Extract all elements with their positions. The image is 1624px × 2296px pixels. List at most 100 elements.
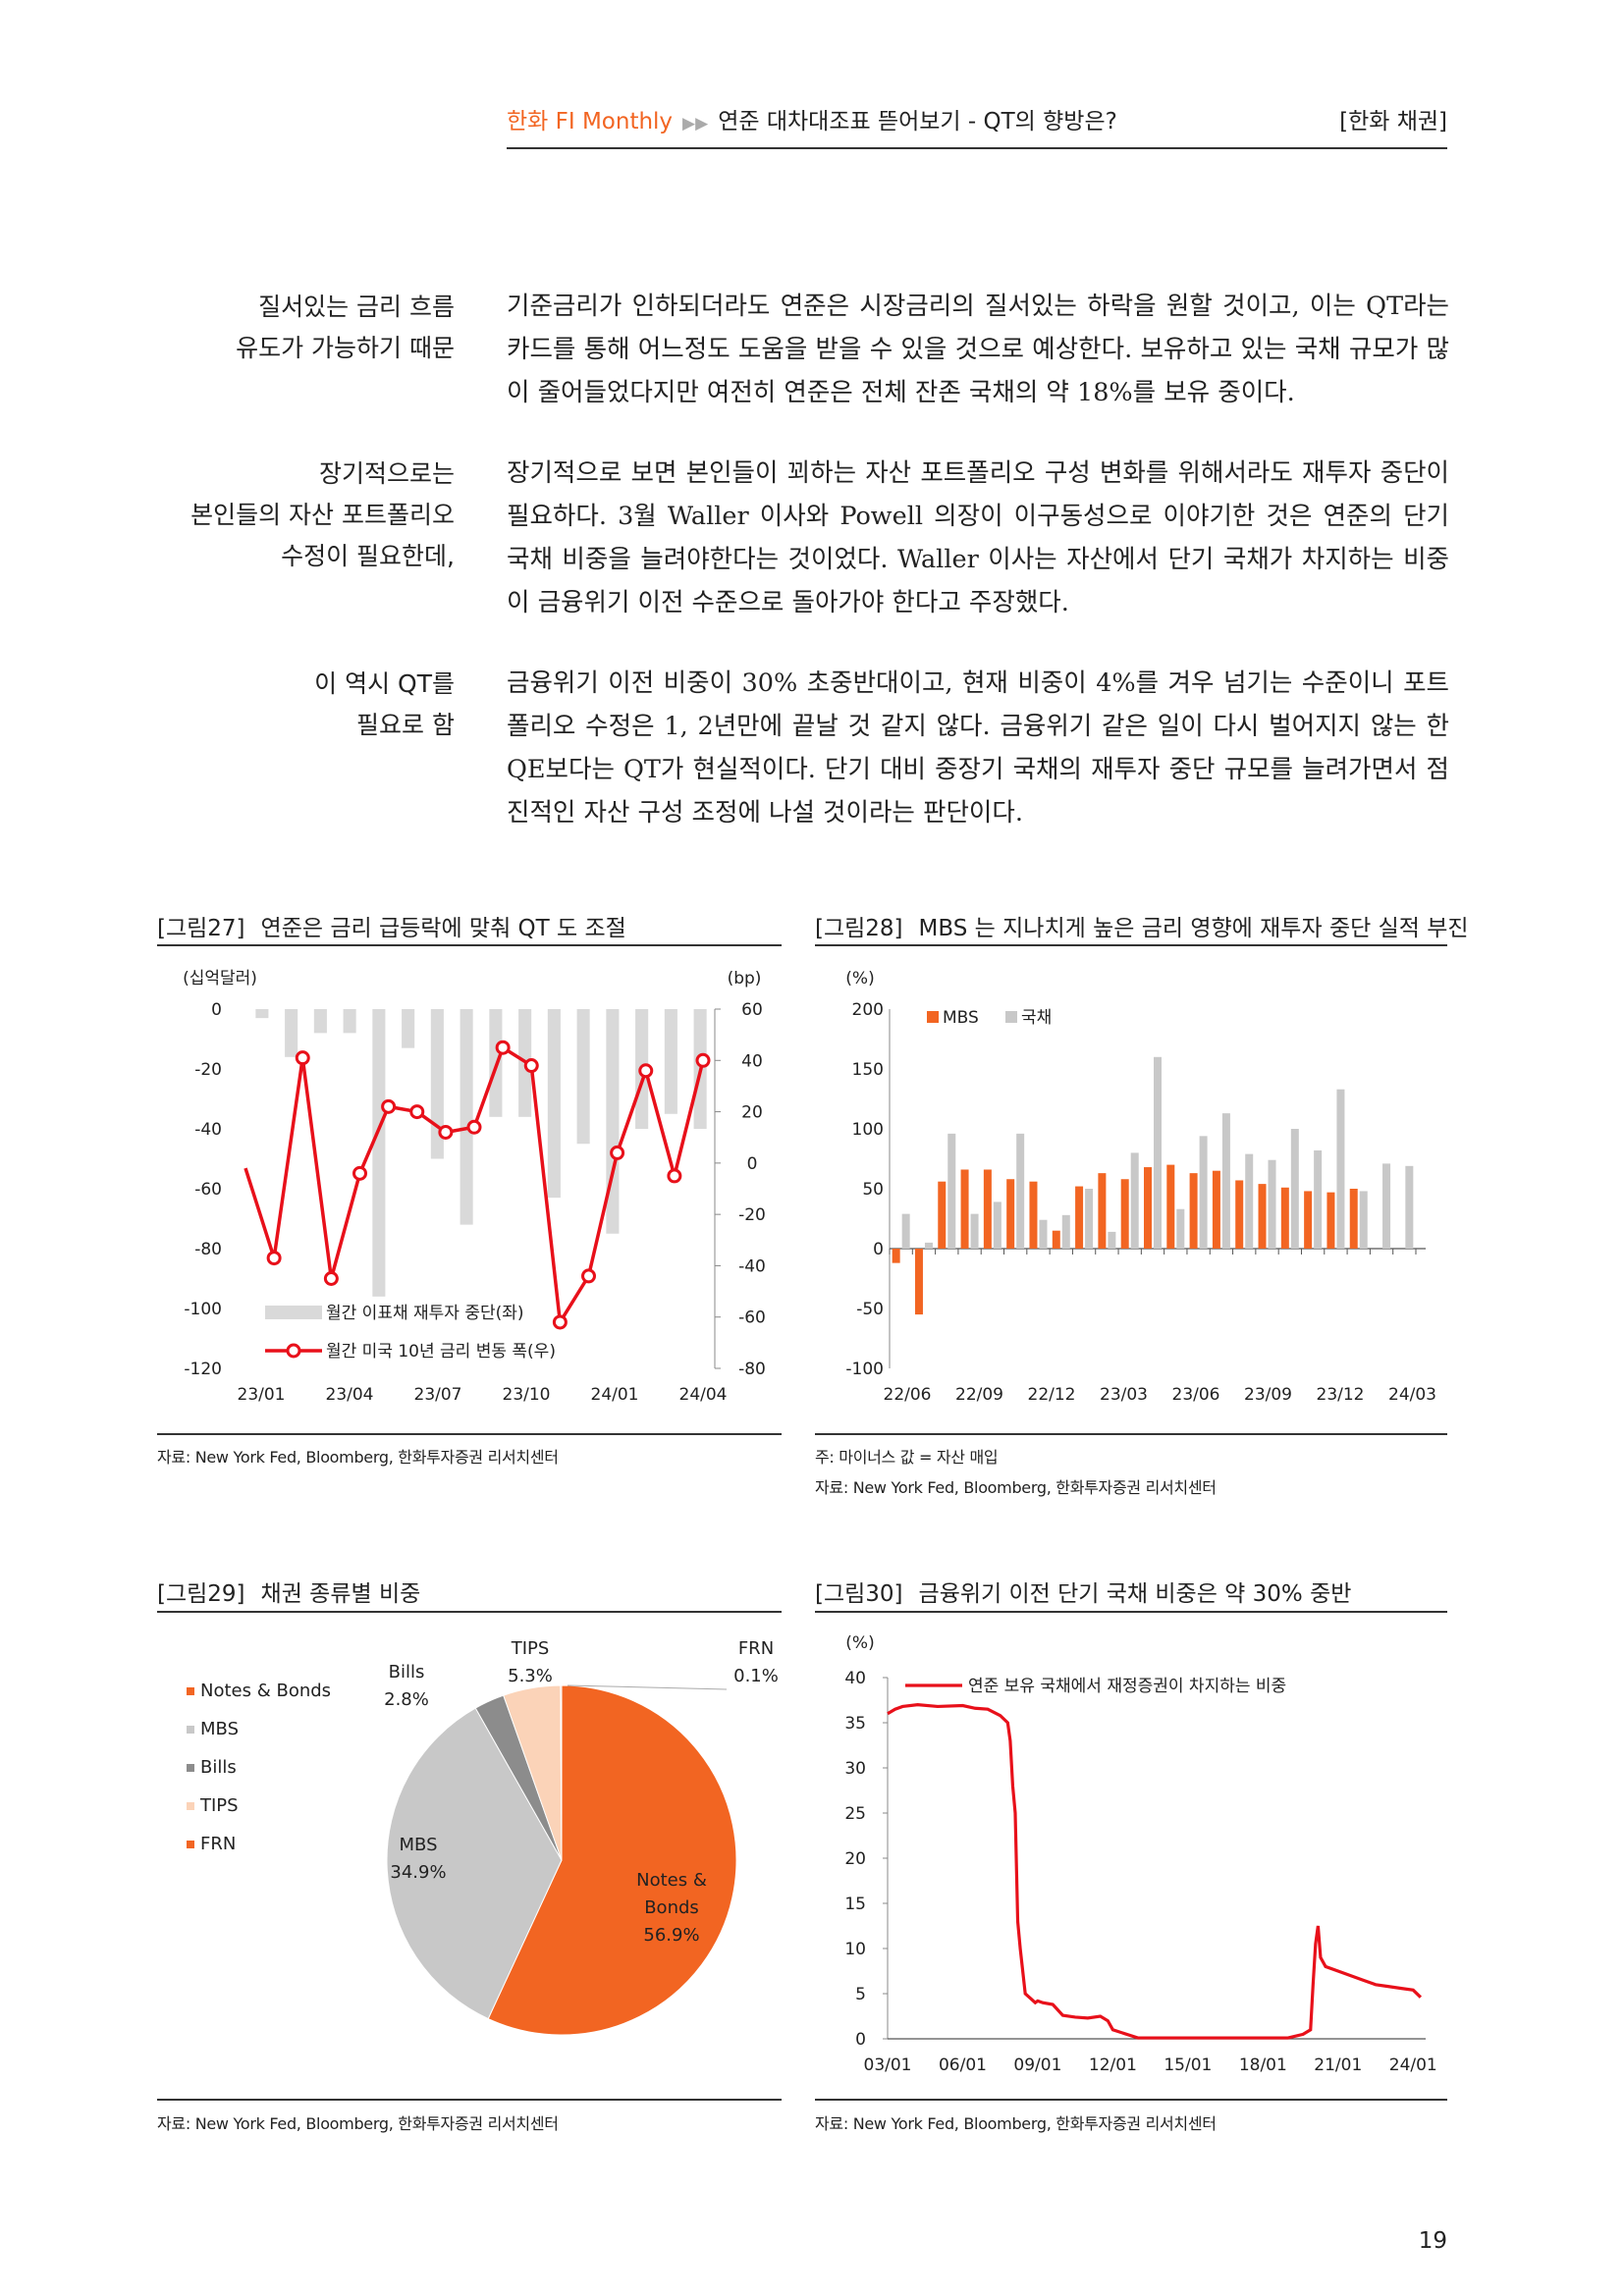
y-tick-label: 30 bbox=[844, 1759, 866, 1779]
y-tick-label-left: -20 bbox=[194, 1060, 222, 1080]
y-tick-label-right: 20 bbox=[741, 1103, 763, 1123]
x-tick-label: 03/01 bbox=[864, 2056, 912, 2075]
bar-mbs bbox=[1166, 1164, 1175, 1249]
y-axis-unit: (%) bbox=[845, 1633, 874, 1653]
pie-slice-label: 5.3% bbox=[508, 1666, 553, 1686]
legend-label: 연준 보유 국채에서 재정증권이 차지하는 비중 bbox=[968, 1677, 1286, 1696]
frn-leader-line bbox=[567, 1684, 728, 1690]
x-tick-label: 24/01 bbox=[591, 1385, 639, 1405]
bar-mbs bbox=[1235, 1180, 1244, 1249]
bar-mbs bbox=[892, 1249, 900, 1263]
y-tick-label-right: 40 bbox=[741, 1051, 763, 1071]
x-tick-label: 23/12 bbox=[1317, 1385, 1365, 1405]
y-tick-label: 100 bbox=[852, 1120, 884, 1140]
figure-27-source: 자료: New York Fed, Bloomberg, 한화투자증권 리서치센… bbox=[157, 1448, 559, 1467]
bar-reinvestment-halt bbox=[372, 1009, 386, 1297]
bar-mbs bbox=[1258, 1184, 1267, 1249]
bar-mbs bbox=[1006, 1179, 1015, 1249]
pie-slice-label: Notes & bbox=[636, 1870, 707, 1891]
line-bills-share bbox=[887, 1702, 1423, 2040]
line-point bbox=[352, 1165, 367, 1181]
bar-reinvestment-halt bbox=[460, 1009, 473, 1225]
figure-number: [그림29] bbox=[157, 1581, 245, 1607]
y-tick-label: 25 bbox=[844, 1804, 866, 1824]
bar-treasury bbox=[1382, 1163, 1391, 1249]
x-tick-label: 24/01 bbox=[1389, 2056, 1437, 2075]
pie-slice bbox=[386, 1707, 563, 2020]
pie-slice-label: 56.9% bbox=[643, 1925, 699, 1946]
x-tick-label: 23/10 bbox=[503, 1385, 551, 1405]
figure-28-source: 자료: New York Fed, Bloomberg, 한화투자증권 리서치센… bbox=[815, 1478, 1217, 1497]
figure-28-bottom-rule bbox=[815, 1433, 1447, 1435]
x-tick-label: 23/04 bbox=[326, 1385, 374, 1405]
figure-caption: 금융위기 이전 단기 국채 비중은 약 30% 중반 bbox=[918, 1581, 1352, 1607]
figure-27-top-rule bbox=[157, 944, 782, 946]
x-tick-label: 23/07 bbox=[414, 1385, 462, 1405]
bar-reinvestment-halt bbox=[255, 1009, 269, 1019]
pie-slice bbox=[560, 1684, 563, 1861]
legend-swatch-mbs bbox=[927, 1011, 939, 1023]
x-tick-label: 15/01 bbox=[1164, 2056, 1212, 2075]
legend-label: FRN bbox=[200, 1834, 236, 1854]
figure-28-note: 주: 마이너스 값 = 자산 매입 bbox=[815, 1448, 999, 1467]
legend-swatch-marker bbox=[286, 1343, 301, 1359]
bar-mbs bbox=[1349, 1189, 1358, 1249]
x-tick-label: 24/04 bbox=[679, 1385, 728, 1405]
bar-mbs bbox=[1052, 1230, 1060, 1249]
bar-treasury bbox=[1061, 1214, 1070, 1249]
figure-number: [그림30] bbox=[815, 1581, 903, 1607]
line-point bbox=[295, 1050, 310, 1066]
line-point bbox=[638, 1063, 654, 1079]
legend-swatch-treasury bbox=[1005, 1011, 1017, 1023]
y-tick-label-right: 0 bbox=[747, 1154, 758, 1174]
bar-reinvestment-halt bbox=[313, 1009, 327, 1034]
legend-label: TIPS bbox=[199, 1795, 239, 1816]
bar-treasury bbox=[1290, 1129, 1299, 1249]
bar-mbs bbox=[1326, 1192, 1335, 1249]
figure-30-top-rule bbox=[815, 1611, 1447, 1613]
pie-slice-label: 2.8% bbox=[384, 1689, 429, 1710]
line-10y-rate-change bbox=[244, 1044, 705, 1328]
legend-swatch bbox=[187, 1841, 194, 1848]
bar-treasury bbox=[993, 1201, 1001, 1249]
pie-slice-label: TIPS bbox=[511, 1638, 550, 1659]
y-tick-label: 150 bbox=[852, 1060, 884, 1080]
y-tick-label-right: -20 bbox=[738, 1205, 766, 1225]
bar-treasury bbox=[1336, 1089, 1345, 1249]
y-tick-label-left: -40 bbox=[194, 1120, 222, 1140]
side-heading-2: 장기적으로는 본인들의 자산 포트폴리오 수정이 필요한데, bbox=[147, 454, 455, 577]
header-rule bbox=[507, 147, 1447, 149]
y-tick-label: -100 bbox=[845, 1360, 884, 1379]
y-tick-label-right: -60 bbox=[738, 1308, 766, 1328]
legend-swatch bbox=[187, 1687, 194, 1695]
bar-reinvestment-halt bbox=[285, 1009, 298, 1057]
y-tick-label: 5 bbox=[855, 1985, 866, 2004]
y-tick-label-left: -100 bbox=[184, 1300, 222, 1319]
y-tick-label-left: -60 bbox=[194, 1180, 222, 1200]
bar-treasury bbox=[1154, 1056, 1162, 1249]
bar-treasury bbox=[1039, 1219, 1048, 1249]
bar-mbs bbox=[1144, 1167, 1152, 1249]
bar-mbs bbox=[938, 1181, 947, 1249]
figure-number: [그림28] bbox=[815, 916, 903, 941]
legend-label: MBS bbox=[200, 1719, 239, 1739]
x-tick-label: 23/01 bbox=[238, 1385, 286, 1405]
y-tick-label-left: -80 bbox=[194, 1240, 222, 1259]
figure-30-title: [그림30] 금융위기 이전 단기 국채 비중은 약 30% 중반 bbox=[815, 1575, 1351, 1608]
side-heading-line: 장기적으로는 bbox=[318, 459, 455, 488]
figure-27-title: [그림27] 연준은 금리 급등락에 맞춰 QT 도 조절 bbox=[157, 909, 626, 942]
line-point bbox=[552, 1314, 568, 1330]
pie-slice-label: Bills bbox=[389, 1662, 425, 1682]
bar-treasury bbox=[1245, 1153, 1254, 1249]
legend-label: 월간 미국 10년 금리 변동 폭(우) bbox=[326, 1342, 556, 1362]
bar-treasury bbox=[1359, 1191, 1368, 1249]
bar-treasury bbox=[1130, 1152, 1139, 1249]
side-heading-3: 이 역시 QT를 필요로 함 bbox=[147, 664, 455, 746]
figure-29-source: 자료: New York Fed, Bloomberg, 한화투자증권 리서치센… bbox=[157, 2114, 559, 2133]
bar-mbs bbox=[914, 1249, 923, 1315]
bar-reinvestment-halt bbox=[430, 1009, 444, 1159]
bar-reinvestment-halt bbox=[606, 1009, 620, 1234]
bar-mbs bbox=[1075, 1186, 1084, 1249]
bar-treasury bbox=[1268, 1159, 1276, 1249]
